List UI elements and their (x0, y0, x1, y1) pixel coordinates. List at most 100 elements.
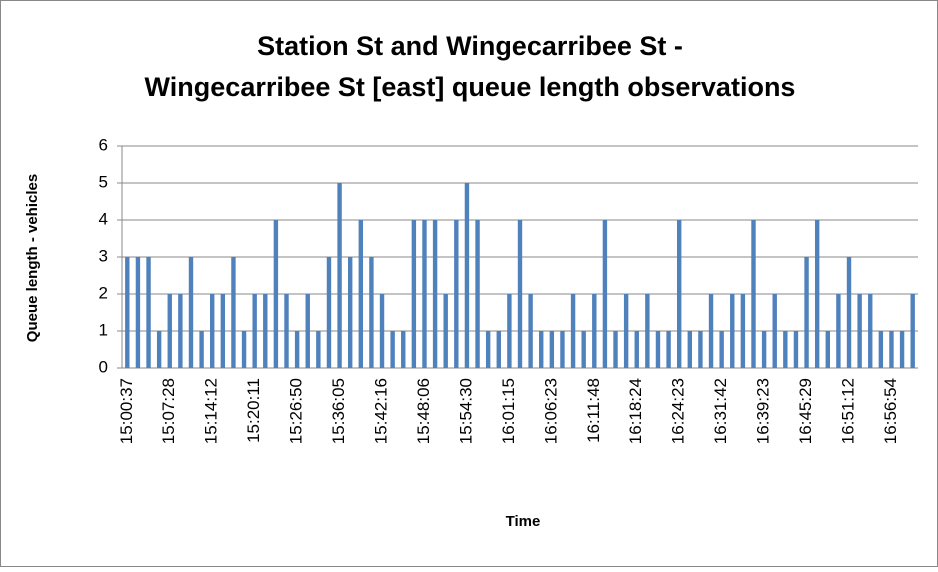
bar (443, 294, 448, 368)
x-tick-label: 15:26:50 (287, 378, 306, 444)
y-tick-label: 6 (99, 135, 108, 154)
bar (549, 331, 555, 368)
x-tick-label: 16:18:24 (626, 378, 645, 444)
bar (804, 257, 809, 368)
bar (910, 294, 915, 368)
bar (708, 294, 714, 368)
bar (814, 220, 820, 368)
bar (719, 331, 724, 368)
bar (167, 294, 172, 368)
bar (347, 257, 353, 368)
bar (263, 294, 268, 368)
bar (305, 294, 310, 368)
bar (252, 294, 257, 368)
x-tick-label: 16:31:42 (711, 378, 730, 444)
y-tick-label: 5 (99, 172, 108, 191)
bar (432, 220, 438, 368)
x-tick-label: 16:24:23 (669, 378, 688, 444)
bar (761, 331, 767, 368)
bar (602, 220, 608, 368)
bar (634, 331, 639, 368)
bar (273, 220, 279, 368)
bar (401, 331, 406, 368)
bar (539, 331, 544, 368)
bar (241, 331, 247, 368)
bar (698, 331, 703, 368)
bar (687, 331, 693, 368)
bar (199, 331, 204, 368)
x-axis-label: Time (506, 513, 541, 530)
bar (889, 331, 894, 368)
bar (358, 220, 363, 368)
bar (836, 294, 841, 368)
bar (730, 294, 735, 368)
y-tick-label: 2 (99, 283, 108, 302)
bar (220, 294, 226, 368)
bar (666, 331, 671, 368)
bar (316, 331, 321, 368)
bar (846, 257, 852, 368)
bar (135, 257, 141, 368)
bar (475, 220, 480, 368)
x-tick-label: 15:36:05 (329, 378, 348, 444)
bar (496, 331, 501, 368)
bar (517, 220, 523, 368)
bar (507, 294, 512, 368)
bar (284, 294, 289, 368)
bar (231, 257, 236, 368)
bar (560, 331, 565, 368)
x-tick-label: 15:07:28 (159, 378, 178, 444)
x-tick-label: 16:45:29 (796, 378, 815, 444)
bar (783, 331, 788, 368)
bar (485, 331, 491, 368)
bar (178, 294, 183, 368)
x-tick-label: 16:39:23 (754, 378, 773, 444)
bar (528, 294, 533, 368)
bar (751, 220, 756, 368)
y-tick-label: 1 (99, 320, 108, 339)
bar (878, 331, 884, 368)
x-tick-label: 16:51:12 (838, 378, 857, 444)
x-tick-label: 16:11:48 (584, 378, 603, 443)
y-tick-label: 3 (99, 246, 108, 265)
bar (454, 220, 459, 368)
x-tick-label: 15:14:12 (202, 378, 221, 444)
y-axis-label: Queue length - vehicles (24, 174, 41, 342)
bar (613, 331, 618, 368)
bar (156, 331, 162, 368)
bar (422, 220, 427, 368)
bar (125, 257, 130, 368)
x-tick-label: 15:54:30 (456, 378, 475, 444)
bar (645, 294, 650, 368)
bar (337, 183, 342, 368)
bar (369, 257, 374, 368)
bar (677, 220, 682, 368)
bar (379, 294, 385, 368)
bar (464, 183, 470, 368)
x-tick-label: 15:42:16 (372, 378, 391, 444)
x-tick-label: 16:01:15 (499, 378, 518, 444)
bar (740, 294, 746, 368)
bar (772, 294, 777, 368)
bar (146, 257, 151, 368)
bar (655, 331, 661, 368)
chart-title: Station St and Wingecarribee St -Wingeca… (145, 31, 796, 102)
bar (294, 331, 300, 368)
bar (570, 294, 576, 368)
bar (623, 294, 629, 368)
y-tick-label: 0 (99, 357, 108, 376)
x-tick-label: 16:56:54 (881, 378, 900, 444)
bar (390, 331, 395, 368)
bar (825, 331, 830, 368)
x-tick-label: 15:00:37 (117, 378, 136, 444)
bar (793, 331, 799, 368)
bar (868, 294, 873, 368)
bar (188, 257, 194, 368)
bar (592, 294, 597, 368)
bar (411, 220, 417, 368)
x-tick-label: 15:48:06 (414, 378, 433, 444)
bar (210, 294, 215, 368)
y-tick-label: 4 (99, 209, 108, 228)
bar (899, 331, 905, 368)
x-tick-label: 16:06:23 (541, 378, 560, 444)
